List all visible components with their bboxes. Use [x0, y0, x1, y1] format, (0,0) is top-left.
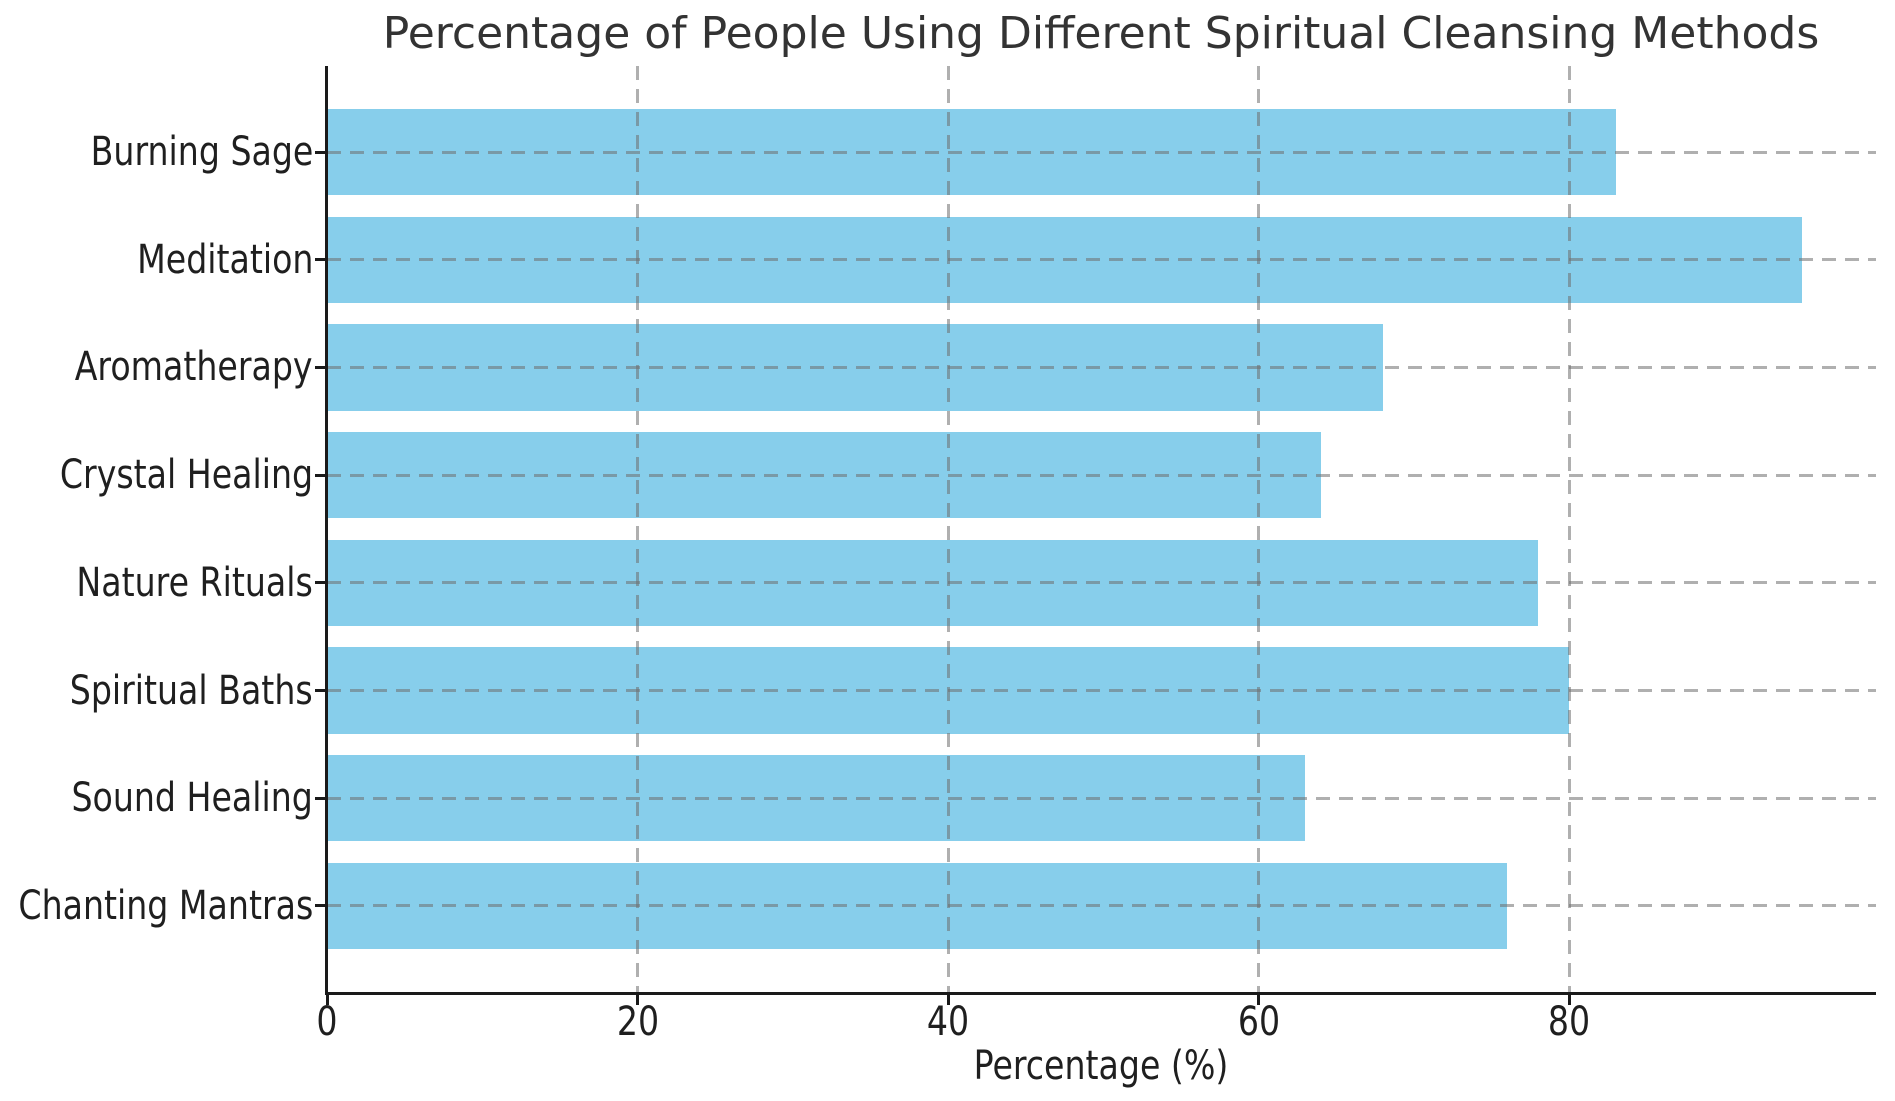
- y-gridline: [327, 581, 1876, 585]
- y-gridline: [327, 473, 1876, 477]
- x-tick-mark: [1567, 995, 1571, 1005]
- y-tick-mark: [315, 904, 325, 908]
- x-gridline: [946, 66, 950, 992]
- y-gridline: [327, 904, 1876, 908]
- y-tick-mark: [315, 689, 325, 692]
- y-tick-mark: [315, 473, 325, 477]
- y-tick-label: Sound Healing: [71, 775, 313, 822]
- x-tick-label: 20: [616, 999, 659, 1045]
- y-tick-mark: [315, 150, 325, 154]
- y-axis-spine: [325, 66, 328, 995]
- x-tick-label: 0: [316, 999, 338, 1045]
- y-gridline: [327, 689, 1876, 692]
- y-gridline: [327, 150, 1876, 154]
- y-tick-label: Spiritual Baths: [70, 667, 313, 714]
- x-tick-mark: [1257, 995, 1261, 1005]
- y-gridline: [327, 796, 1876, 800]
- x-gridline: [1567, 66, 1571, 992]
- x-tick-mark: [946, 995, 950, 1005]
- y-tick-mark: [315, 258, 325, 262]
- plot-area: [327, 66, 1876, 992]
- y-tick-label: Nature Rituals: [76, 559, 313, 606]
- x-tick-label: 60: [1237, 999, 1280, 1045]
- x-tick-mark: [636, 995, 640, 1005]
- chart-title: Percentage of People Using Different Spi…: [382, 8, 1820, 59]
- y-tick-mark: [315, 581, 325, 585]
- x-axis-label: Percentage (%): [973, 1043, 1229, 1089]
- y-gridline: [327, 258, 1876, 262]
- y-tick-label: Crystal Healing: [59, 452, 313, 499]
- y-tick-mark: [315, 796, 325, 800]
- x-gridline: [1257, 66, 1261, 992]
- x-gridline: [636, 66, 640, 992]
- x-axis-spine: [325, 992, 1876, 995]
- y-tick-label: Meditation: [136, 236, 313, 283]
- x-tick-label: 40: [927, 999, 970, 1045]
- y-tick-label: Burning Sage: [90, 129, 313, 176]
- y-tick-label: Aromatherapy: [75, 344, 313, 391]
- x-tick-mark: [325, 995, 329, 1005]
- x-tick-label: 80: [1548, 999, 1591, 1045]
- y-gridline: [327, 365, 1876, 369]
- y-tick-mark: [315, 365, 325, 369]
- y-tick-label: Chanting Mantras: [18, 882, 313, 929]
